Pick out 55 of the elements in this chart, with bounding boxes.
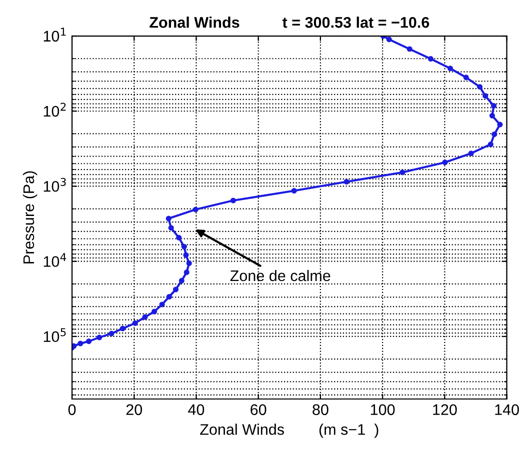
point xyxy=(428,56,434,62)
point xyxy=(120,326,126,332)
point xyxy=(176,234,182,240)
point xyxy=(492,131,498,138)
y-tick-label: 10$^{3}$ xyxy=(44,178,66,192)
point xyxy=(181,244,187,250)
point xyxy=(468,150,474,156)
x-axis-title: Zonal Winds (m s−1 ) xyxy=(200,424,378,438)
point xyxy=(186,260,192,266)
point xyxy=(463,74,469,80)
point xyxy=(178,278,184,284)
point xyxy=(386,36,392,42)
y-tick-label: 10$^{2}$ xyxy=(44,102,66,117)
annotation: Zone de calme xyxy=(230,270,330,282)
point xyxy=(406,46,412,52)
point xyxy=(497,122,503,128)
point xyxy=(447,66,454,72)
y-tick-label: 10$^{5}$ xyxy=(44,328,66,342)
y-tick-label: 10$^{4}$ xyxy=(44,253,66,267)
point xyxy=(166,216,172,222)
x-tick-label: 20 xyxy=(126,404,142,416)
point xyxy=(490,103,497,109)
point xyxy=(142,314,148,320)
x-tick-label: 140 xyxy=(495,404,519,416)
x-tick-label: 0 xyxy=(68,404,76,416)
x-tick-label: 100 xyxy=(370,404,395,416)
point xyxy=(291,188,297,194)
point xyxy=(344,178,350,185)
point xyxy=(168,225,174,231)
point xyxy=(184,270,190,276)
point xyxy=(152,308,158,314)
point xyxy=(230,198,236,204)
point xyxy=(96,334,102,340)
point xyxy=(86,338,92,344)
point xyxy=(482,93,488,99)
point xyxy=(442,160,448,166)
point xyxy=(166,294,172,300)
x-tick-label: 120 xyxy=(433,404,457,416)
point xyxy=(172,286,179,292)
x-tick-label: 60 xyxy=(250,404,266,416)
point xyxy=(159,302,165,308)
x-tick-label: 80 xyxy=(312,404,328,416)
point xyxy=(476,84,483,90)
point xyxy=(489,112,495,118)
point xyxy=(108,330,114,336)
y-tick-label: 10$^{1}$ xyxy=(44,28,66,42)
point xyxy=(400,170,406,176)
x-tick-label: 40 xyxy=(188,404,204,416)
y-axis-title: Pressure (Pa) xyxy=(22,171,38,264)
point xyxy=(192,206,198,212)
point xyxy=(488,142,494,148)
point xyxy=(132,320,138,326)
point xyxy=(183,252,189,258)
chart-title: Zonal Winds t = 300.53 lat = −10.6 xyxy=(150,16,430,28)
point xyxy=(78,340,84,346)
